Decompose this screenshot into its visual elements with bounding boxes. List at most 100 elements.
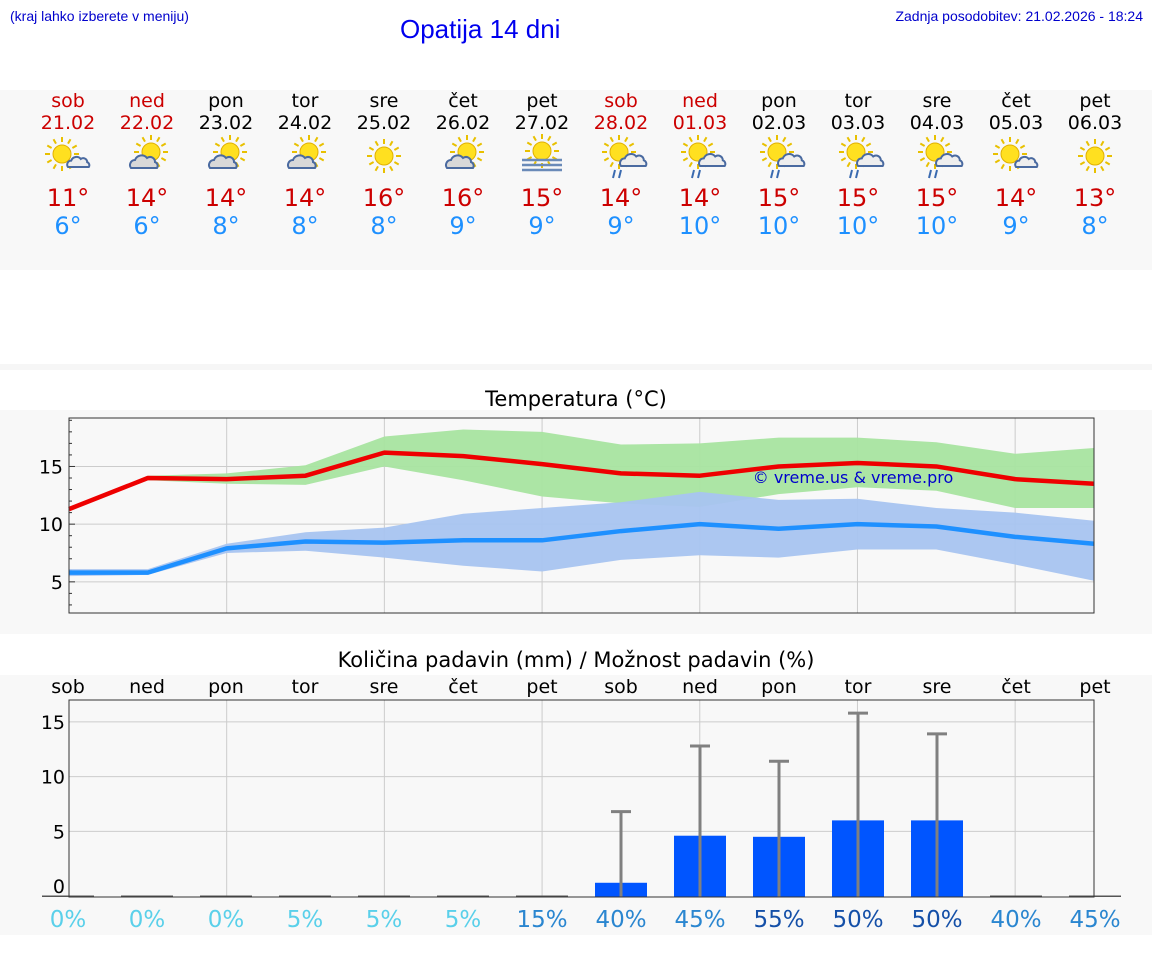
sun-cloud-icon [129, 135, 168, 169]
precipitation-chart-title: Količina padavin (mm) / Možnost padavin … [337, 648, 815, 672]
min-temperature: 10° [836, 212, 880, 240]
precipitation-probability: 50% [911, 907, 962, 933]
precipitation-probability: 15% [516, 907, 567, 933]
sun-cloud-icon [445, 135, 484, 169]
day-date: 03.03 [830, 112, 886, 134]
min-temperature: 8° [212, 212, 240, 240]
sun-cloud-rain-icon [760, 135, 806, 179]
day-date: 25.02 [356, 112, 412, 134]
min-temperature: 10° [678, 212, 722, 240]
x-category-label: tor [292, 676, 319, 698]
precipitation-probability: 0% [50, 907, 87, 933]
sun-cloud-small-icon [45, 137, 91, 171]
min-temperature-line [69, 521, 1095, 575]
precipitation-probability: 55% [753, 907, 804, 933]
y-tick-label: 5 [53, 821, 65, 843]
sun-icon [367, 139, 401, 173]
day-name: sob [604, 90, 638, 112]
day-date: 24.02 [277, 112, 333, 134]
max-temperature-line [68, 450, 1095, 512]
max-temperature: 15° [915, 184, 959, 212]
precipitation-bar [516, 895, 568, 897]
x-category-label: pon [208, 676, 244, 698]
max-temperature: 14° [283, 184, 327, 212]
x-category-label: čet [1001, 676, 1031, 698]
precipitation-probability: 5% [287, 907, 324, 933]
plot-frame [68, 699, 1095, 898]
max-temperature: 16° [362, 184, 406, 212]
x-category-label: čet [448, 676, 478, 698]
sun-cloud-rain-icon [918, 135, 964, 179]
day-date: 04.03 [909, 112, 965, 134]
page-title: Opatija 14 dni [400, 14, 561, 44]
y-tick-label: 10 [41, 767, 65, 789]
day-date: 01.03 [672, 112, 728, 134]
day-forecast: sob 28.02 14° 9° [581, 90, 661, 240]
max-temperature: 14° [994, 184, 1038, 212]
x-category-label: ned [682, 676, 718, 698]
day-name: sre [369, 90, 399, 112]
precipitation-probability: 40% [990, 907, 1041, 933]
sun-cloud-icon [287, 135, 326, 169]
max-temperature: 15° [836, 184, 880, 212]
precipitation-probability: 5% [366, 907, 403, 933]
x-category-label: sre [370, 676, 399, 698]
max-temperature: 15° [757, 184, 801, 212]
min-temperature: 6° [133, 212, 161, 240]
precipitation-bar [121, 895, 173, 897]
y-tick-label: 10 [39, 514, 63, 536]
precipitation-bar [990, 895, 1042, 897]
precipitation-bar [200, 895, 252, 897]
min-temperature: 8° [370, 212, 398, 240]
day-forecast: sre 04.03 15° 10° [897, 90, 977, 240]
max-temperature: 14° [599, 184, 643, 212]
max-temperature: 15° [520, 184, 564, 212]
y-tick-label: 5 [51, 572, 63, 594]
sun-cloud-rain-icon [681, 135, 727, 179]
location-hint: (kraj lahko izberete v meniju) [10, 8, 189, 24]
precipitation-probability: 50% [832, 907, 883, 933]
day-forecast: pon 02.03 15° 10° [739, 90, 819, 240]
day-forecast: čet 05.03 14° 9° [976, 90, 1056, 240]
precipitation-bar [437, 895, 489, 897]
day-name: pon [208, 90, 244, 112]
day-name: tor [291, 90, 319, 112]
day-forecast: ned 22.02 14° 6° [107, 90, 187, 240]
x-category-label: sob [604, 676, 638, 698]
day-name: ned [682, 90, 718, 112]
max-temperature: 13° [1073, 184, 1117, 212]
day-forecast: sob 21.02 11° 6° [28, 90, 108, 240]
day-date: 27.02 [514, 112, 570, 134]
day-date: 05.03 [988, 112, 1044, 134]
day-date: 22.02 [119, 112, 175, 134]
temperature-chart-title: Temperatura (°C) [485, 387, 667, 411]
day-forecast: pet 27.02 15° 9° [502, 90, 582, 240]
min-temperature: 8° [1081, 212, 1109, 240]
precipitation-bar [279, 895, 331, 897]
x-category-label: pet [526, 676, 557, 698]
day-forecast: sre 25.02 16° 8° [344, 90, 424, 240]
min-temperature: 10° [915, 212, 959, 240]
max-temperature: 14° [125, 184, 169, 212]
day-name: pon [761, 90, 797, 112]
x-category-label: sob [51, 676, 85, 698]
day-name: čet [1001, 90, 1031, 112]
temperature-chart: 5 10 15 © vreme.us & vreme.pro [39, 417, 1095, 614]
day-date: 21.02 [40, 112, 96, 134]
day-forecast: tor 03.03 15° 10° [818, 90, 898, 240]
x-category-label: tor [845, 676, 872, 698]
x-category-label: pet [1079, 676, 1110, 698]
precipitation-probability: 5% [445, 907, 482, 933]
day-forecast: tor 24.02 14° 8° [265, 90, 345, 240]
divider [0, 364, 1152, 370]
day-forecast: pet 06.03 13° 8° [1055, 90, 1135, 240]
min-temperature: 10° [757, 212, 801, 240]
y-tick-label: 15 [39, 456, 63, 478]
day-date: 06.03 [1067, 112, 1123, 134]
sun-cloud-icon [208, 135, 247, 169]
x-category-label: ned [129, 676, 165, 698]
min-temperature: 6° [54, 212, 82, 240]
min-temperature: 8° [291, 212, 319, 240]
max-temperature: 14° [678, 184, 722, 212]
day-name: sob [51, 90, 85, 112]
